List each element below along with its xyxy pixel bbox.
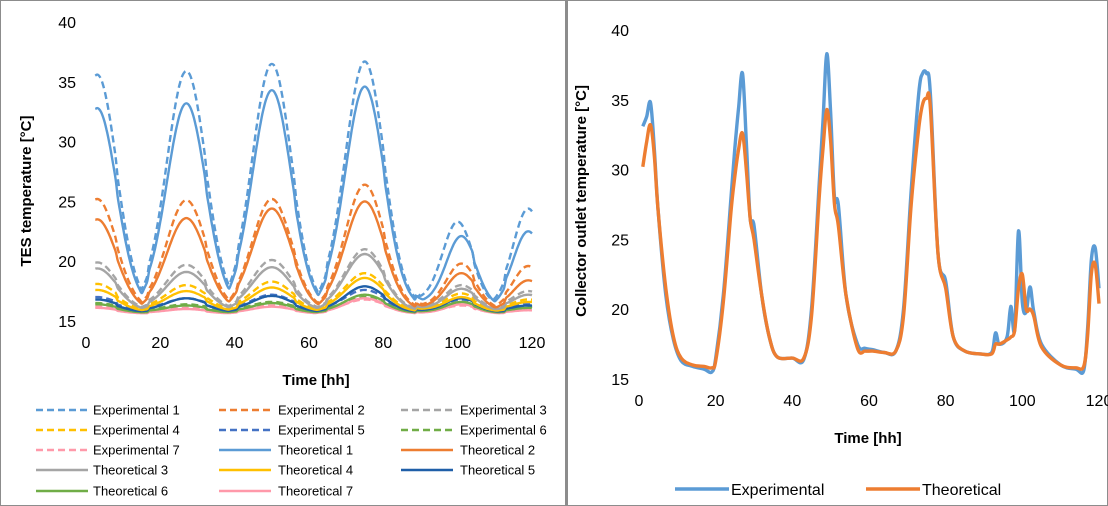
x-tick-label: 100 [1009,393,1036,410]
y-axis-title: TES temperature [°C] [18,115,35,266]
y-tick-label: 20 [611,302,629,319]
series-line-experimental [641,51,1101,375]
series-line-theoretical [641,91,1101,371]
tes-temperature-chart: 15 20 25 30 35 40 0 20 40 60 80 100 120 TES temperat… [18,15,547,499]
legend: Experimental 1 Experimental 2 Experimental… [36,403,547,499]
x-tick-label: 20 [151,335,169,352]
x-axis-title: Time [hh] [834,430,901,447]
legend-label-experimental-7: Experimental 7 [93,443,180,458]
plot-area: 15 20 25 30 35 40 0 20 40 60 80 100 120 [58,15,545,352]
legend-label-theoretical-1: Theoretical 1 [278,443,353,458]
legend-label-theoretical-5: Theoretical 5 [460,463,535,478]
legend-label-experimental-6: Experimental 6 [460,423,547,438]
x-tick-label: 0 [82,335,91,352]
legend-label-experimental-5: Experimental 5 [278,423,365,438]
x-tick-label: 120 [519,335,546,352]
plot-area: 15 20 25 30 35 40 0 20 40 60 80 100 120 [611,23,1108,410]
legend-label-experimental-4: Experimental 4 [93,423,180,438]
y-tick-label: 30 [611,163,629,180]
series-line-experimental-2 [94,183,533,308]
x-tick-label: 80 [374,335,392,352]
y-tick-label: 25 [611,232,629,249]
y-tick-label: 35 [611,93,629,110]
series-line-experimental-1 [94,60,533,302]
y-tick-label: 15 [611,372,629,389]
y-tick-label: 20 [58,254,76,271]
collector-outlet-chart-panel: 15 20 25 30 35 40 0 20 40 60 80 100 120 Collector ou… [566,0,1108,506]
x-tick-label: 100 [444,335,471,352]
series-line-theoretical-4 [95,276,533,312]
x-tick-label: 120 [1086,393,1108,410]
y-tick-label: 30 [58,135,76,152]
series-line-theoretical-6 [95,293,533,314]
legend-label-theoretical-6: Theoretical 6 [93,484,168,499]
y-tick-label: 25 [58,194,76,211]
y-tick-label: 40 [58,15,76,32]
legend-label-theoretical-4: Theoretical 4 [278,463,353,478]
legend-label-theoretical-2: Theoretical 2 [460,443,535,458]
legend-label-theoretical-7: Theoretical 7 [278,484,353,499]
tes-temperature-chart-panel: 15 20 25 30 35 40 0 20 40 60 80 100 120 TES temperat… [0,0,566,506]
x-tick-label: 40 [783,393,801,410]
legend: Experimental Theoretical [675,482,1001,499]
x-tick-label: 0 [635,393,644,410]
y-tick-label: 35 [58,75,76,92]
x-tick-label: 80 [937,393,955,410]
series-line-theoretical-1 [94,85,533,303]
legend-label-experimental-3: Experimental 3 [460,403,547,418]
series-line-experimental-3 [95,247,533,310]
y-tick-label: 15 [58,314,76,331]
legend-label-experimental: Experimental [731,482,824,499]
x-tick-label: 40 [226,335,244,352]
series-line-theoretical-3 [94,252,533,311]
x-tick-label: 60 [300,335,318,352]
y-tick-label: 40 [611,23,629,40]
legend-label-experimental-2: Experimental 2 [278,403,365,418]
legend-label-experimental-1: Experimental 1 [93,403,180,418]
series-line-theoretical-2 [95,200,533,309]
x-tick-label: 20 [707,393,725,410]
legend-label-theoretical-3: Theoretical 3 [93,463,168,478]
x-tick-label: 60 [860,393,878,410]
legend-label-theoretical: Theoretical [922,482,1001,499]
collector-outlet-chart: 15 20 25 30 35 40 0 20 40 60 80 100 120 Collector ou… [573,23,1108,499]
y-axis-title: Collector outlet temperature [°C] [573,85,590,317]
x-axis-title: Time [hh] [282,372,349,389]
